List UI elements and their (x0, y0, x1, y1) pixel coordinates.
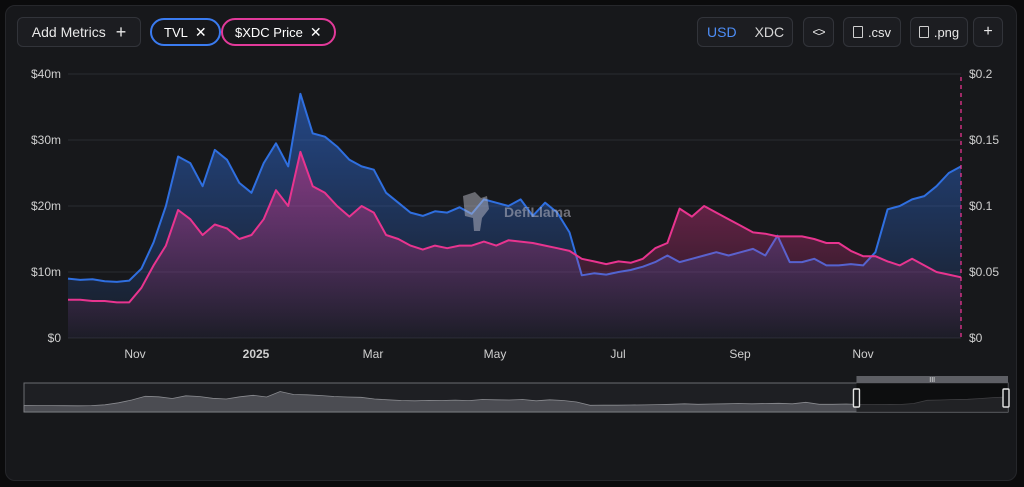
brush-drag-bar[interactable] (856, 376, 1008, 383)
y-left-tick-label: $20m (31, 199, 61, 213)
tvl-pill-label: TVL (164, 24, 188, 40)
chart-panel: Add Metrics + TVL ✕ $XDC Price ✕ USD XDC… (5, 5, 1017, 481)
xdc-price-metric-pill[interactable]: $XDC Price ✕ (221, 18, 336, 46)
csv-label: .csv (867, 24, 892, 40)
grip-icon: III (929, 377, 935, 384)
y-left-tick-label: $0 (48, 331, 62, 345)
x-tick-label: Sep (729, 347, 751, 361)
range-brush: III (23, 376, 1010, 413)
x-tick-label: Nov (852, 347, 873, 361)
y-right-tick-label: $0 (969, 331, 983, 345)
currency-xdc-option[interactable]: XDC (754, 24, 785, 40)
download-png-button[interactable]: .png (910, 17, 968, 47)
x-tick-label: Jul (610, 347, 625, 361)
series-area--xdc-price (68, 151, 961, 338)
watermark-text: DefiLlama (504, 204, 571, 220)
x-tick-label: Nov (124, 347, 145, 361)
y-right-tick-label: $0.1 (969, 199, 993, 213)
y-left-tick-label: $10m (31, 265, 61, 279)
close-icon[interactable]: ✕ (309, 23, 322, 40)
currency-usd-option[interactable]: USD (707, 24, 737, 40)
y-left-tick-label: $30m (31, 133, 61, 147)
more-options-button[interactable]: + (973, 17, 1003, 47)
y-right-tick-label: $0.15 (969, 133, 999, 147)
plus-icon: + (115, 22, 127, 42)
toolbar: Add Metrics + TVL ✕ $XDC Price ✕ USD XDC… (6, 6, 1016, 56)
x-tick-label: May (484, 347, 507, 361)
embed-button[interactable]: <> (803, 17, 834, 47)
series-line--xdc-price (68, 150, 962, 304)
code-icon: <> (812, 25, 825, 39)
xdc-price-pill-label: $XDC Price (235, 24, 303, 40)
brush-selection[interactable] (856, 383, 1008, 412)
currency-toggle: USD XDC (697, 17, 793, 47)
x-tick-label: Mar (363, 347, 384, 361)
plus-icon: + (983, 23, 993, 40)
add-metrics-label: Add Metrics (31, 24, 106, 40)
defillama-logo-icon (463, 192, 489, 231)
brush-left-handle[interactable] (852, 388, 861, 408)
y-right-tick-label: $0.2 (969, 67, 993, 81)
x-tick-label: 2025 (243, 347, 270, 361)
download-csv-button[interactable]: .csv (843, 17, 901, 47)
left-axis: $0 $10m $20m $30m $40m (31, 67, 61, 345)
y-right-tick-label: $0.05 (969, 265, 999, 279)
chart-canvas: DefiLlama $0 $10m $20m $30m $40m $0 $0.05 $0.1… (23, 67, 1010, 413)
file-icon (918, 26, 929, 38)
file-icon (852, 26, 863, 38)
right-axis: $0 $0.05 $0.1 $0.15 $0.2 (969, 67, 999, 345)
png-label: .png (933, 24, 960, 40)
x-axis: Nov 2025 Mar May Jul Sep Nov (124, 347, 873, 361)
add-metrics-button[interactable]: Add Metrics + (17, 17, 141, 47)
tvl-metric-pill[interactable]: TVL ✕ (150, 18, 221, 46)
close-icon[interactable]: ✕ (194, 23, 207, 40)
watermark: DefiLlama (463, 192, 571, 231)
series-areas (67, 92, 962, 338)
y-left-tick-label: $40m (31, 67, 61, 81)
brush-right-handle[interactable] (1002, 388, 1010, 408)
